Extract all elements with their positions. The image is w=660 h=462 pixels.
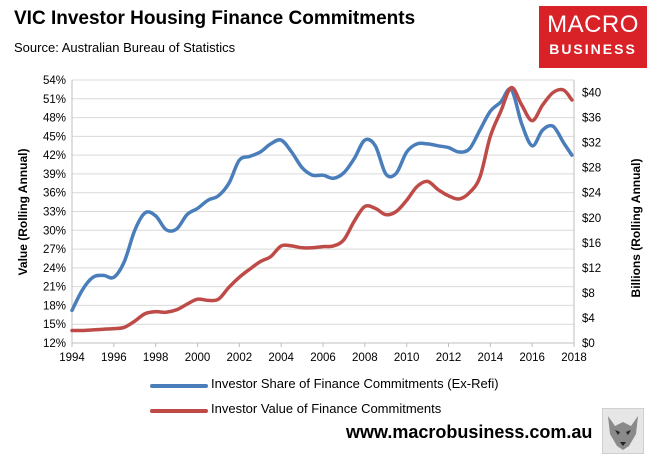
x-tick-label: 1998 — [143, 352, 169, 364]
left-tick-label: 48% — [43, 113, 66, 125]
right-tick-label: $4 — [582, 313, 595, 325]
right-axis-title: Billions (Rolling Annual) — [629, 159, 643, 298]
right-tick-label: $32 — [582, 138, 601, 150]
right-tick-label: $16 — [582, 238, 601, 250]
left-tick-label: 15% — [43, 319, 66, 331]
left-axis-ticks: 12% 15% 18% 21% 24% 27% 30% 33% 36% 39% 42% 45% 48% 5… — [43, 75, 66, 350]
left-axis-title: Value (Rolling Annual) — [16, 149, 30, 276]
legend-label-share: Investor Share of Finance Commitments (E… — [211, 376, 499, 391]
left-tick-label: 33% — [43, 207, 66, 219]
left-tick-label: 18% — [43, 300, 66, 312]
right-tick-label: $24 — [582, 188, 602, 200]
x-tick-label: 2004 — [268, 352, 294, 364]
left-tick-label: 27% — [43, 244, 66, 256]
chart-title: VIC Investor Housing Finance Commitments — [14, 8, 416, 29]
left-tick-label: 30% — [43, 225, 66, 237]
x-tick-label: 1994 — [59, 352, 85, 364]
right-tick-label: $36 — [582, 113, 601, 125]
x-tick-label: 2016 — [519, 352, 545, 364]
left-tick-label: 54% — [43, 75, 66, 87]
x-tick-label: 2010 — [394, 352, 420, 364]
series-lines — [70, 85, 574, 333]
right-tick-label: $20 — [582, 213, 601, 225]
x-tick-label: 2014 — [478, 352, 504, 364]
right-tick-label: $0 — [582, 338, 595, 350]
right-tick-label: $40 — [582, 88, 601, 100]
website-url: www.macrobusiness.com.au — [346, 422, 593, 442]
x-axis-ticks: 1994 1996 1998 2000 2002 2004 2006 2008 2010 2012… — [59, 343, 587, 364]
x-tick-label: 2000 — [185, 352, 211, 364]
left-tick-label: 42% — [43, 150, 66, 162]
right-tick-label: $12 — [582, 263, 601, 275]
x-tick-label: 2008 — [352, 352, 378, 364]
x-tick-label: 2006 — [310, 352, 336, 364]
logo-line-1: MACRO — [547, 11, 639, 38]
legend-swatch-share — [150, 384, 208, 388]
left-tick-label: 45% — [43, 131, 66, 143]
left-tick-label: 39% — [43, 169, 66, 181]
legend-label-value: Investor Value of Finance Commitments — [211, 401, 442, 416]
x-tick-label: 2012 — [436, 352, 462, 364]
chart-subtitle: Source: Australian Bureau of Statistics — [14, 40, 236, 55]
x-tick-label: 2002 — [227, 352, 253, 364]
logo-line-2: BUSINESS — [549, 41, 637, 57]
line-chart: 12% 15% 18% 21% 24% 27% 30% 33% 36% 39% 42% 45% 48% 5… — [16, 75, 643, 364]
macrobusiness-logo: MACRO BUSINESS — [539, 6, 647, 68]
left-tick-label: 51% — [43, 94, 66, 106]
wolf-icon — [602, 408, 644, 454]
left-tick-label: 21% — [43, 282, 66, 294]
left-tick-label: 12% — [43, 338, 66, 350]
right-axis-ticks: $0 $4 $8 $12 $16 $20 $24 $28 $32 $36 $40 — [582, 88, 602, 350]
series-line-share — [70, 86, 574, 313]
legend-swatch-value — [150, 409, 208, 413]
x-tick-label: 1996 — [101, 352, 127, 364]
right-tick-label: $8 — [582, 288, 595, 300]
x-tick-label: 2018 — [561, 352, 587, 364]
right-tick-label: $28 — [582, 163, 601, 175]
left-tick-label: 24% — [43, 263, 66, 275]
series-line-value — [70, 85, 574, 333]
left-tick-label: 36% — [43, 188, 66, 200]
